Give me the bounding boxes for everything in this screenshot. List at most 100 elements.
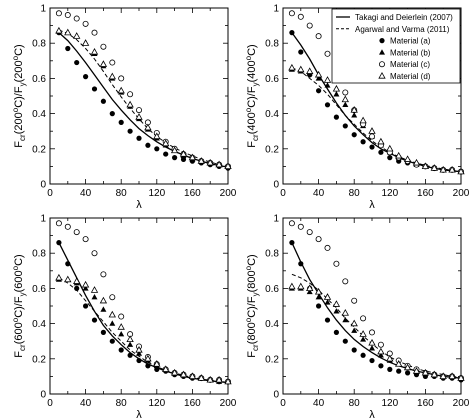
data-point-filled-triangle	[377, 352, 384, 358]
legend-label: Material (c)	[390, 60, 430, 69]
takagi-deierlein-line	[291, 242, 462, 379]
y-tick-label: 0.8	[32, 249, 46, 260]
y-axis-label-part: y	[18, 82, 27, 86]
y-axis-label-part: C)	[246, 254, 258, 266]
data-point-open-triangle	[350, 319, 358, 327]
data-point-filled-circle	[342, 338, 348, 344]
data-point-open-circle	[73, 15, 80, 22]
x-tick-label: 40	[313, 188, 325, 199]
data-point-open-circle	[288, 220, 295, 227]
legend-label: Material (a)	[390, 37, 431, 46]
data-point-filled-triangle	[333, 308, 340, 314]
data-point-open-triangle	[153, 360, 161, 367]
x-tick-label: 0	[47, 398, 53, 409]
y-tick-label: 0	[273, 390, 279, 401]
data-point-filled-circle	[91, 317, 98, 323]
y-axis-label-part: o	[11, 107, 20, 112]
data-point-filled-circle	[405, 370, 411, 376]
data-point-open-triangle	[117, 86, 125, 94]
data-point-filled-triangle	[351, 327, 358, 333]
data-point-open-triangle	[90, 47, 99, 55]
data-point-open-circle	[73, 229, 80, 236]
x-tick-label: 40	[313, 398, 325, 409]
data-point-open-triangle	[126, 335, 134, 343]
data-point-open-triangle	[439, 372, 447, 380]
y-axis-label-part: F	[13, 141, 25, 148]
data-point-filled-triangle	[369, 345, 375, 351]
agarwal-varma-line	[291, 273, 462, 378]
y-tick-label: 0.8	[265, 249, 279, 260]
data-point-open-circle	[100, 43, 107, 50]
y-axis-label-part: y	[18, 292, 27, 296]
data-point-filled-circle	[324, 317, 331, 323]
data-point-open-triangle	[99, 60, 108, 67]
data-point-filled-triangle	[118, 330, 125, 337]
data-point-filled-circle	[289, 240, 295, 246]
data-point-open-triangle	[332, 84, 341, 92]
data-point-open-triangle	[64, 275, 72, 283]
data-point-filled-circle	[378, 149, 384, 155]
data-point-open-circle	[64, 12, 71, 19]
data-point-open-circle	[377, 341, 384, 348]
y-axis-label-part: cr	[18, 134, 27, 141]
data-point-open-circle	[368, 329, 375, 336]
y-tick-label: 0.2	[32, 354, 46, 365]
data-point-filled-circle	[109, 111, 115, 117]
data-point-open-triangle	[224, 377, 232, 385]
data-point-filled-circle	[74, 59, 80, 66]
data-point-open-triangle	[297, 282, 305, 290]
data-point-open-triangle	[197, 157, 205, 164]
data-point-open-triangle	[73, 277, 81, 284]
y-axis-label-part: F	[246, 351, 258, 358]
data-point-filled-circle	[316, 303, 322, 309]
data-point-filled-circle	[387, 366, 393, 372]
y-axis-label-part: o	[11, 265, 20, 270]
x-tick-label: 80	[116, 188, 128, 199]
x-tick-label: 80	[349, 188, 361, 199]
x-tick-label: 120	[381, 398, 398, 409]
data-point-filled-circle	[154, 366, 160, 372]
data-point-filled-circle	[351, 347, 357, 353]
y-tick-label: 0.2	[265, 354, 279, 365]
y-axis-label-part: (200	[13, 60, 25, 82]
data-point-open-triangle	[377, 347, 385, 355]
data-point-filled-triangle	[315, 294, 322, 300]
data-point-open-circle	[64, 223, 71, 230]
y-tick-label: 0.2	[265, 144, 279, 155]
y-axis-label-part: (800	[246, 270, 258, 292]
data-point-filled-triangle	[333, 91, 340, 97]
data-point-open-triangle	[117, 323, 125, 330]
data-point-filled-circle	[289, 30, 295, 36]
y-tick-label: 0.6	[32, 284, 46, 295]
y-axis-label-part: C)/F	[246, 86, 258, 108]
data-point-filled-circle	[145, 363, 151, 369]
data-point-open-triangle	[403, 363, 412, 371]
data-point-open-circle	[351, 297, 358, 304]
data-point-filled-circle	[324, 102, 331, 108]
y-tick-label: 0.6	[32, 74, 46, 85]
y-axis-label-part: y	[251, 292, 260, 296]
x-tick-label: 160	[184, 398, 201, 409]
data-point-filled-circle	[109, 338, 115, 344]
data-point-open-triangle	[126, 100, 134, 108]
data-point-open-circle	[100, 271, 107, 278]
data-point-open-triangle	[421, 162, 430, 170]
data-point-open-triangle	[368, 127, 376, 134]
y-axis-label-part: cr	[251, 134, 260, 141]
data-point-open-triangle	[457, 167, 465, 175]
data-point-filled-circle	[83, 303, 89, 309]
y-axis-label-part: (800	[246, 322, 258, 344]
x-axis-label: λ	[369, 409, 375, 418]
data-point-filled-circle	[118, 347, 124, 353]
data-point-filled-triangle	[351, 112, 358, 118]
data-point-open-triangle	[99, 296, 108, 304]
data-point-filled-circle	[100, 329, 106, 335]
data-point-open-triangle	[288, 282, 296, 290]
data-point-open-circle	[324, 244, 331, 251]
data-point-open-triangle	[430, 370, 438, 378]
data-point-filled-circle	[118, 119, 124, 125]
x-tick-label: 120	[381, 188, 398, 199]
data-point-open-triangle	[323, 76, 332, 83]
data-point-open-triangle	[439, 165, 447, 173]
data-point-open-triangle	[448, 372, 456, 380]
